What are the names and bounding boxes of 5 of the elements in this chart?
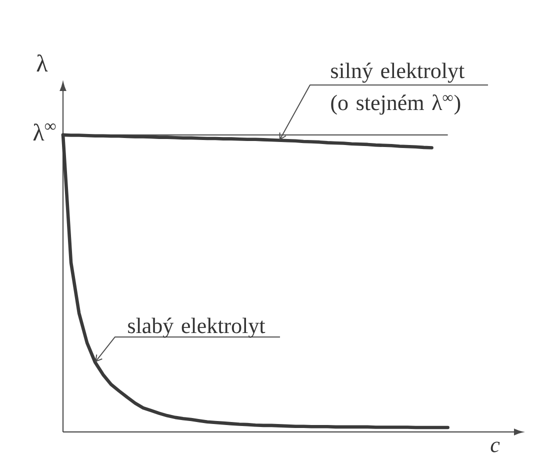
x-axis-title: c bbox=[490, 442, 500, 452]
y-axis-title: λ bbox=[36, 54, 48, 72]
ref-line-label: λ$^{∞}$ bbox=[33, 123, 56, 140]
series-label: slabý elektrolyt bbox=[128, 318, 266, 338]
series-label: silný elektrolyt (o stejném λ$^{∞}$) bbox=[331, 62, 465, 115]
